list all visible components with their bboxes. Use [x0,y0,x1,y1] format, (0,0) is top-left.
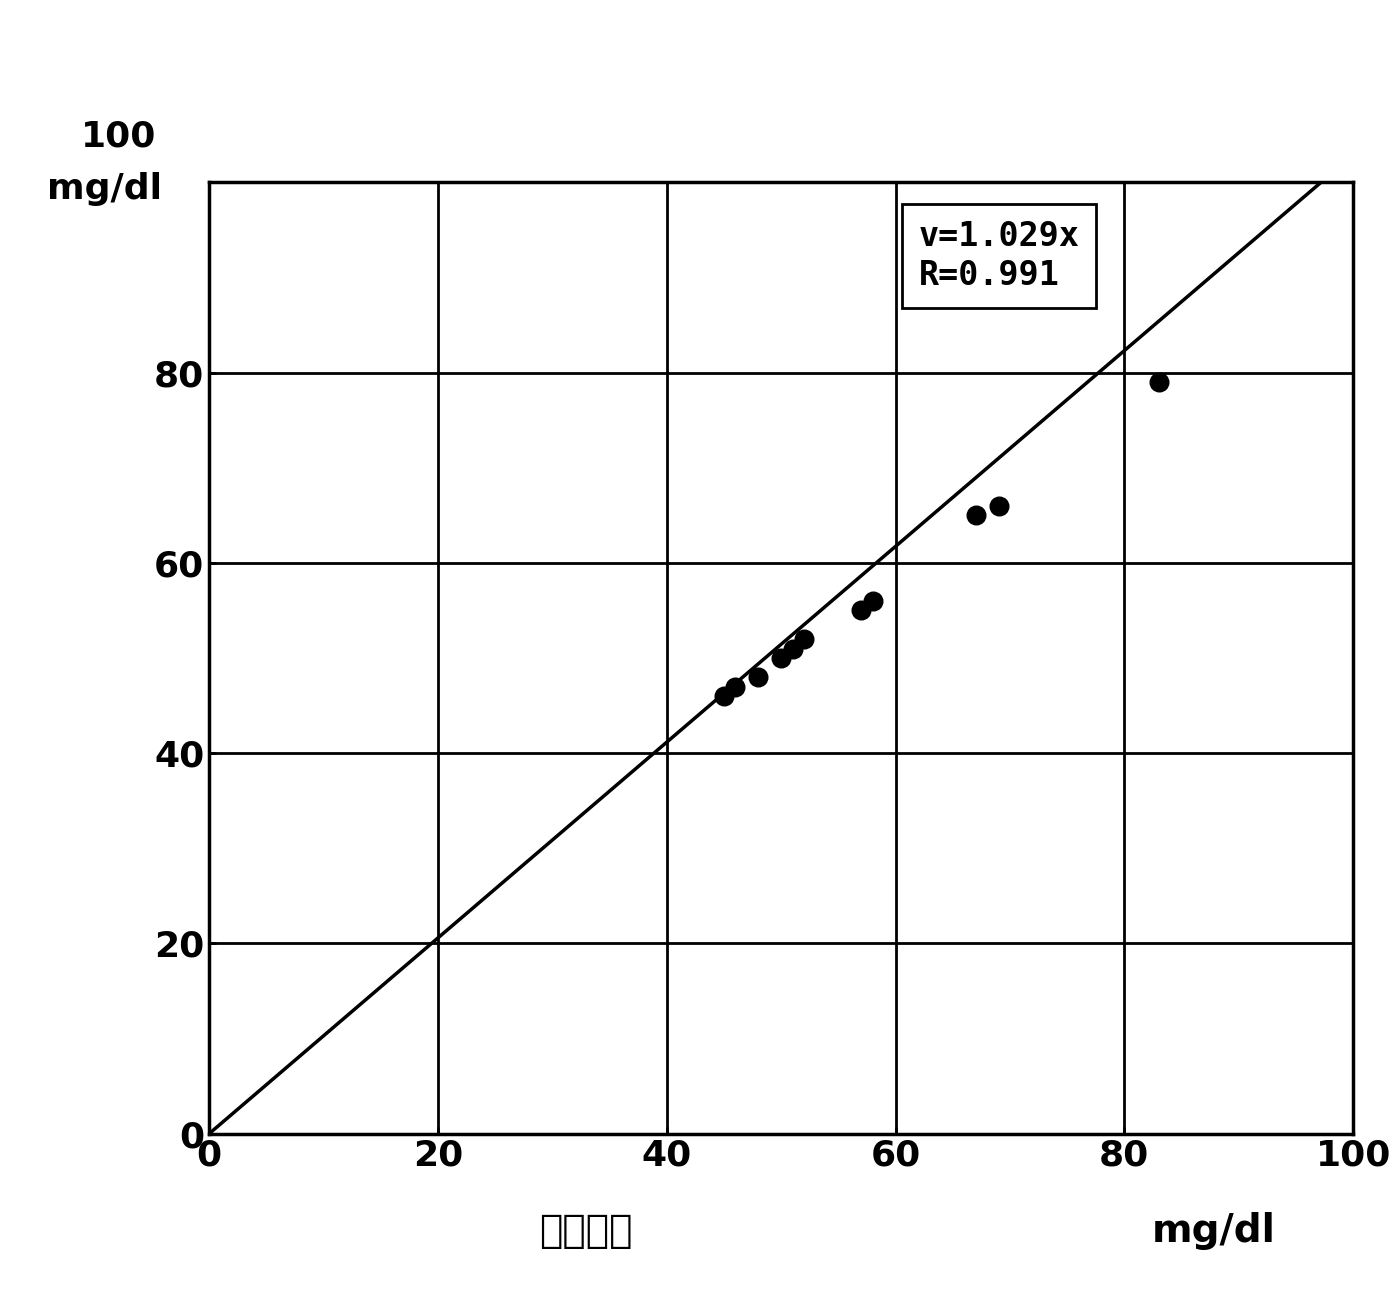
Text: v=1.029x
R=0.991: v=1.029x R=0.991 [918,220,1080,292]
Point [988,495,1010,516]
Point [770,648,792,668]
Point [964,506,986,526]
Point [862,590,884,611]
Point [724,676,746,697]
Point [748,667,770,688]
Text: 干粉试剂: 干粉试剂 [538,1212,633,1251]
Point [792,628,815,649]
Text: mg/dl: mg/dl [1152,1212,1275,1251]
Point [713,685,735,706]
Text: mg/dl: mg/dl [47,172,162,206]
Point [1148,371,1170,392]
Point [850,599,872,622]
Point [781,638,804,659]
Text: 100: 100 [81,120,156,154]
